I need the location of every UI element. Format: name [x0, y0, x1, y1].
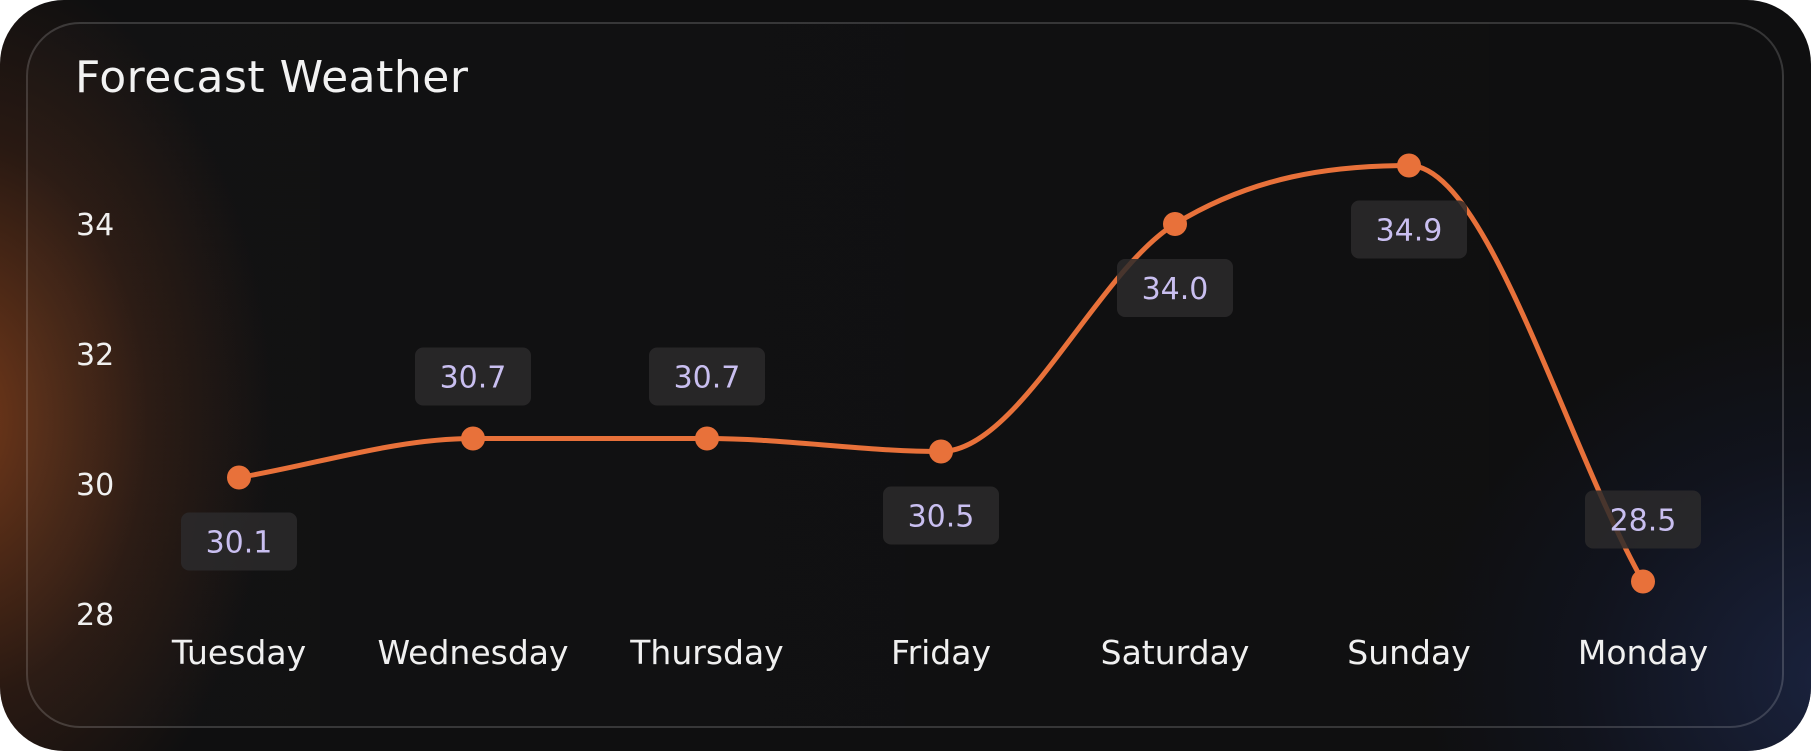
data-label-box [1351, 200, 1467, 259]
data-label: 30.7 [649, 347, 765, 406]
x-category-label: Thursday [629, 633, 783, 672]
forecast-card [26, 22, 1784, 728]
x-category-label: Sunday [1347, 633, 1470, 672]
data-label: 30.7 [415, 347, 531, 406]
y-tick-label: 28 [76, 598, 114, 633]
data-label-box [1117, 259, 1233, 317]
data-label-box [883, 486, 999, 545]
y-tick-label: 32 [76, 338, 114, 373]
data-label: 30.1 [181, 512, 297, 571]
x-category-label: Wednesday [377, 633, 568, 672]
x-axis-labels: Tuesday Wednesday Thursday Friday Saturday Su… [171, 633, 1708, 672]
data-label-text: 34.0 [1142, 272, 1209, 307]
data-label: 30.5 [883, 486, 999, 545]
data-label-text: 28.5 [1610, 504, 1677, 539]
data-label-text: 30.7 [674, 361, 741, 396]
data-point[interactable] [1397, 153, 1421, 178]
data-points [227, 153, 1655, 594]
data-label-text: 30.5 [908, 500, 975, 535]
data-label: 34.0 [1117, 259, 1233, 317]
x-category-label: Friday [891, 633, 991, 672]
data-label-box [181, 512, 297, 571]
data-label-box [1585, 490, 1701, 549]
data-label-text: 30.7 [440, 361, 507, 396]
data-point[interactable] [1163, 212, 1187, 236]
data-label-text: 34.9 [1376, 214, 1443, 249]
y-tick-label: 34 [76, 208, 114, 243]
data-label-box [415, 347, 531, 406]
x-category-label: Monday [1578, 633, 1708, 672]
data-label: 34.9 [1351, 200, 1467, 259]
data-labels: 30.1 30.7 30.7 30.5 34.0 34.9 28.5 [181, 200, 1701, 571]
data-point[interactable] [1631, 569, 1655, 594]
temperature-series-line [236, 163, 1646, 584]
data-label-text: 30.1 [206, 526, 273, 561]
y-axis-ticks: 28 30 32 34 [76, 208, 114, 633]
data-point[interactable] [227, 465, 251, 490]
data-label-box [649, 347, 765, 406]
x-category-label: Tuesday [171, 633, 306, 672]
data-point[interactable] [461, 426, 485, 451]
data-point[interactable] [695, 426, 719, 451]
data-point[interactable] [929, 439, 953, 464]
y-tick-label: 30 [76, 468, 114, 503]
x-category-label: Saturday [1101, 633, 1250, 672]
data-label: 28.5 [1585, 490, 1701, 549]
chart-title: Forecast Weather [75, 52, 469, 103]
